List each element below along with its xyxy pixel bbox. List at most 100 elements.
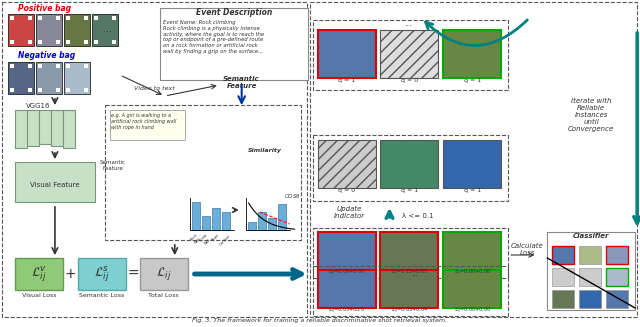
Text: e.g. A girl is walking to a
artificial rock climbing wall
with rope in hand: e.g. A girl is walking to a artificial r… <box>111 113 176 129</box>
FancyBboxPatch shape <box>56 40 60 44</box>
Text: Outdoor: Outdoor <box>219 233 232 246</box>
FancyBboxPatch shape <box>10 40 14 44</box>
FancyBboxPatch shape <box>51 110 63 146</box>
FancyBboxPatch shape <box>112 16 116 20</box>
Text: Semantic
Feature: Semantic Feature <box>223 76 260 89</box>
FancyBboxPatch shape <box>28 40 32 44</box>
Text: Classifier: Classifier <box>573 233 609 239</box>
Text: +: + <box>64 267 76 281</box>
Text: Calculate
Loss: Calculate Loss <box>511 243 543 256</box>
FancyBboxPatch shape <box>552 268 574 286</box>
FancyBboxPatch shape <box>8 14 34 46</box>
FancyBboxPatch shape <box>140 258 188 290</box>
Text: Video to text: Video to text <box>134 86 175 91</box>
FancyBboxPatch shape <box>268 218 276 230</box>
FancyBboxPatch shape <box>66 64 70 68</box>
FancyBboxPatch shape <box>28 64 32 68</box>
Text: Visual Loss: Visual Loss <box>22 293 56 298</box>
FancyBboxPatch shape <box>381 270 438 308</box>
FancyBboxPatch shape <box>84 16 88 20</box>
FancyBboxPatch shape <box>66 88 70 92</box>
FancyBboxPatch shape <box>248 222 255 230</box>
FancyBboxPatch shape <box>202 216 210 230</box>
FancyBboxPatch shape <box>63 110 75 148</box>
FancyBboxPatch shape <box>94 16 98 20</box>
FancyBboxPatch shape <box>27 110 39 146</box>
FancyBboxPatch shape <box>579 290 601 308</box>
Text: Fig. 3. The framework for training a reliable discriminative shot retrieval syst: Fig. 3. The framework for training a rel… <box>192 318 447 323</box>
FancyBboxPatch shape <box>278 204 285 230</box>
FancyBboxPatch shape <box>112 40 116 44</box>
FancyBboxPatch shape <box>258 212 266 230</box>
FancyBboxPatch shape <box>444 270 501 308</box>
Text: Semantic
Feature: Semantic Feature <box>100 160 126 171</box>
Text: ...: ... <box>411 271 418 277</box>
Text: Rope: Rope <box>211 233 220 242</box>
Text: Iterate with
Reliable
Instances
until
Convergence: Iterate with Reliable Instances until Co… <box>568 98 614 132</box>
FancyBboxPatch shape <box>84 88 88 92</box>
FancyBboxPatch shape <box>38 64 42 68</box>
FancyBboxPatch shape <box>606 246 628 264</box>
FancyBboxPatch shape <box>78 258 126 290</box>
Text: q = 1: q = 1 <box>338 78 355 83</box>
FancyBboxPatch shape <box>15 162 95 202</box>
FancyBboxPatch shape <box>10 88 14 92</box>
FancyBboxPatch shape <box>606 268 628 286</box>
Text: q = 0: q = 0 <box>338 188 355 193</box>
FancyBboxPatch shape <box>579 246 601 264</box>
FancyBboxPatch shape <box>552 290 574 308</box>
FancyBboxPatch shape <box>444 140 501 188</box>
Text: Positive bag: Positive bag <box>18 4 71 13</box>
Text: $\mathcal{L}_{ij}$: $\mathcal{L}_{ij}$ <box>156 266 172 283</box>
FancyBboxPatch shape <box>444 30 501 78</box>
Text: ...: ... <box>404 19 412 28</box>
Text: COS$\theta$: COS$\theta$ <box>284 192 301 200</box>
Text: $\mathcal{L}^s_{ij}$: $\mathcal{L}^s_{ij}$ <box>94 264 109 284</box>
FancyBboxPatch shape <box>92 14 118 46</box>
Text: Rock
Wall: Rock Wall <box>189 233 202 245</box>
FancyBboxPatch shape <box>110 110 185 140</box>
FancyBboxPatch shape <box>38 16 42 20</box>
Text: Climb
Wall: Climb Wall <box>199 233 212 246</box>
FancyBboxPatch shape <box>552 246 574 264</box>
FancyBboxPatch shape <box>36 14 62 46</box>
FancyBboxPatch shape <box>317 270 376 308</box>
Text: q = 1: q = 1 <box>401 188 418 193</box>
FancyBboxPatch shape <box>56 16 60 20</box>
FancyBboxPatch shape <box>56 64 60 68</box>
FancyBboxPatch shape <box>64 14 90 46</box>
Text: Update
Indicator: Update Indicator <box>334 206 365 219</box>
FancyBboxPatch shape <box>10 16 14 20</box>
FancyBboxPatch shape <box>28 16 32 20</box>
Text: q = 0: q = 0 <box>401 78 418 83</box>
FancyBboxPatch shape <box>38 40 42 44</box>
FancyBboxPatch shape <box>160 8 308 80</box>
FancyBboxPatch shape <box>606 290 628 308</box>
FancyBboxPatch shape <box>66 16 70 20</box>
FancyBboxPatch shape <box>317 140 376 188</box>
Text: $\mathcal{L}_{ij}$=0.05+0.20: $\mathcal{L}_{ij}$=0.05+0.20 <box>328 306 365 316</box>
FancyBboxPatch shape <box>221 212 230 230</box>
Text: Similarity: Similarity <box>248 148 282 153</box>
FancyBboxPatch shape <box>10 64 14 68</box>
FancyBboxPatch shape <box>64 62 90 94</box>
Text: ...: ... <box>103 24 112 34</box>
FancyBboxPatch shape <box>381 232 438 270</box>
FancyBboxPatch shape <box>15 110 27 148</box>
FancyBboxPatch shape <box>8 62 34 94</box>
Text: q = 1: q = 1 <box>464 188 481 193</box>
FancyBboxPatch shape <box>317 30 376 78</box>
Text: =: = <box>127 267 139 281</box>
FancyBboxPatch shape <box>94 40 98 44</box>
FancyBboxPatch shape <box>15 258 63 290</box>
FancyBboxPatch shape <box>381 140 438 188</box>
Text: Negative bag: Negative bag <box>18 51 76 60</box>
Text: Total Loss: Total Loss <box>148 293 179 298</box>
FancyBboxPatch shape <box>444 232 501 270</box>
FancyBboxPatch shape <box>547 232 635 310</box>
FancyBboxPatch shape <box>56 88 60 92</box>
Text: $\mathcal{L}_{ij}$=0.15+0.01: $\mathcal{L}_{ij}$=0.15+0.01 <box>391 268 428 278</box>
FancyBboxPatch shape <box>192 202 200 230</box>
Text: Semantic Loss: Semantic Loss <box>79 293 125 298</box>
FancyBboxPatch shape <box>84 40 88 44</box>
